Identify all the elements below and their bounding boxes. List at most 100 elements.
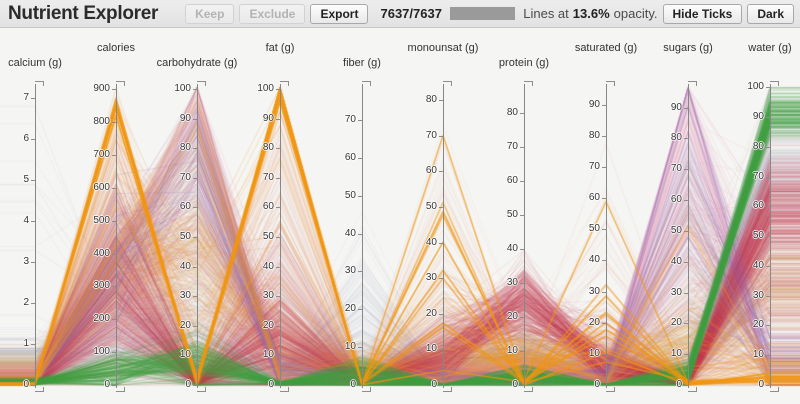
brush-handle-top-icon[interactable] xyxy=(606,81,615,86)
axis-water-g[interactable] xyxy=(770,84,771,388)
axis-carbohydrate-g[interactable] xyxy=(197,84,198,388)
tick-mark xyxy=(602,292,606,293)
axis-title-fat-g[interactable]: fat (g) xyxy=(265,42,295,54)
tick-label: 30 xyxy=(588,286,600,297)
axis-protein-g[interactable] xyxy=(524,84,525,388)
axis-title-sugars-g[interactable]: sugars (g) xyxy=(663,42,713,54)
tick-mark xyxy=(766,117,770,118)
axis-calcium-g[interactable] xyxy=(35,84,36,388)
tick-mark xyxy=(439,243,443,244)
tick-mark xyxy=(112,385,116,386)
tick-label: 90 xyxy=(179,113,191,124)
hide-ticks-button[interactable]: Hide Ticks xyxy=(662,3,743,24)
brush-handle-bottom-icon[interactable] xyxy=(362,387,371,392)
brush-handle-top-icon[interactable] xyxy=(770,81,779,86)
axis-calories[interactable] xyxy=(116,84,117,388)
brush-handle-top-icon[interactable] xyxy=(688,81,697,86)
tick-mark xyxy=(193,148,197,149)
tick-mark xyxy=(766,325,770,326)
tick-mark xyxy=(766,177,770,178)
brush-handle-top-icon[interactable] xyxy=(280,81,289,86)
brush-handle-top-icon[interactable] xyxy=(116,81,125,86)
tick-mark xyxy=(193,267,197,268)
tick-mark xyxy=(684,262,688,263)
tick-mark xyxy=(520,215,524,216)
brush-handle-bottom-icon[interactable] xyxy=(443,387,452,392)
axis-title-calcium-g[interactable]: calcium (g) xyxy=(8,57,62,69)
tick-mark xyxy=(602,229,606,230)
tick-label: 7 xyxy=(23,92,29,103)
brush-handle-bottom-icon[interactable] xyxy=(606,387,615,392)
tick-mark xyxy=(520,249,524,250)
brush-handle-bottom-icon[interactable] xyxy=(197,387,206,392)
tick-mark xyxy=(766,206,770,207)
tick-mark xyxy=(276,89,280,90)
tick-label: 90 xyxy=(262,113,274,124)
brush-handle-top-icon[interactable] xyxy=(443,81,452,86)
brush-handle-top-icon[interactable] xyxy=(362,81,371,86)
tick-mark xyxy=(276,119,280,120)
tick-mark xyxy=(684,108,688,109)
tick-mark xyxy=(439,314,443,315)
tick-label: 60 xyxy=(262,201,274,212)
brush-handle-top-icon[interactable] xyxy=(35,81,44,86)
tick-mark xyxy=(31,139,35,140)
tick-label: 90 xyxy=(588,99,600,110)
brush-handle-bottom-icon[interactable] xyxy=(35,387,44,392)
tick-label: 0 xyxy=(23,379,29,390)
tick-label: 40 xyxy=(506,243,518,254)
tick-mark xyxy=(276,326,280,327)
axis-sugars-g[interactable] xyxy=(688,84,689,388)
tick-label: 30 xyxy=(179,290,191,301)
tick-label: 30 xyxy=(344,265,356,276)
axis-fat-g[interactable] xyxy=(280,84,281,388)
axis-fiber-g[interactable] xyxy=(362,84,363,388)
tick-mark xyxy=(193,296,197,297)
brush-handle-bottom-icon[interactable] xyxy=(116,387,125,392)
brush-handle-bottom-icon[interactable] xyxy=(688,387,697,392)
tick-mark xyxy=(439,171,443,172)
tick-label: 40 xyxy=(262,261,274,272)
axis-monounsat-g[interactable] xyxy=(443,84,444,388)
axis-title-water-g[interactable]: water (g) xyxy=(748,42,792,54)
tick-label: 20 xyxy=(425,308,437,319)
tick-label: 50 xyxy=(262,231,274,242)
parallel-coordinates-chart[interactable]: calcium (g) 0 1 2 3 4 5 6 7 calories 0 100 200 300 400… xyxy=(0,28,800,404)
tick-label: 30 xyxy=(506,277,518,288)
tick-label: 50 xyxy=(425,201,437,212)
axis-title-calories[interactable]: calories xyxy=(97,42,135,54)
tick-label: 20 xyxy=(179,320,191,331)
brush-handle-bottom-icon[interactable] xyxy=(770,387,779,392)
brush-handle-top-icon[interactable] xyxy=(524,81,533,86)
axis-title-fiber-g[interactable]: fiber (g) xyxy=(343,57,381,69)
tick-label: 300 xyxy=(93,280,110,291)
axis-title-saturated-g[interactable]: saturated (g) xyxy=(574,42,638,54)
brush-handle-top-icon[interactable] xyxy=(197,81,206,86)
tick-label: 500 xyxy=(93,215,110,226)
exclude-button[interactable]: Exclude xyxy=(239,3,306,24)
export-button[interactable]: Export xyxy=(310,3,369,24)
brush-handle-bottom-icon[interactable] xyxy=(280,387,289,392)
tick-label: 80 xyxy=(262,142,274,153)
axis-title-carbohydrate-g[interactable]: carbohydrate (g) xyxy=(156,57,238,69)
tick-label: 80 xyxy=(179,142,191,153)
dark-button[interactable]: Dark xyxy=(747,3,794,24)
tick-label: 5 xyxy=(23,174,29,185)
page-title: Nutrient Explorer xyxy=(8,2,159,24)
tick-mark xyxy=(439,349,443,350)
brush-handle-bottom-icon[interactable] xyxy=(524,387,533,392)
keep-button[interactable]: Keep xyxy=(185,3,235,24)
tick-mark xyxy=(439,385,443,386)
tick-label: 30 xyxy=(425,272,437,283)
tick-label: 200 xyxy=(93,313,110,324)
tick-mark xyxy=(520,317,524,318)
tick-label: 100 xyxy=(93,346,110,357)
axis-saturated-g[interactable] xyxy=(606,84,607,388)
tick-label: 0 xyxy=(104,379,110,390)
axis-title-monounsat-g[interactable]: monounsat (g) xyxy=(407,42,479,54)
axis-title-protein-g[interactable]: protein (g) xyxy=(498,57,550,69)
tick-label: 80 xyxy=(752,141,764,152)
tick-label: 60 xyxy=(425,165,437,176)
tick-label: 1 xyxy=(23,338,29,349)
tick-label: 60 xyxy=(670,194,682,205)
